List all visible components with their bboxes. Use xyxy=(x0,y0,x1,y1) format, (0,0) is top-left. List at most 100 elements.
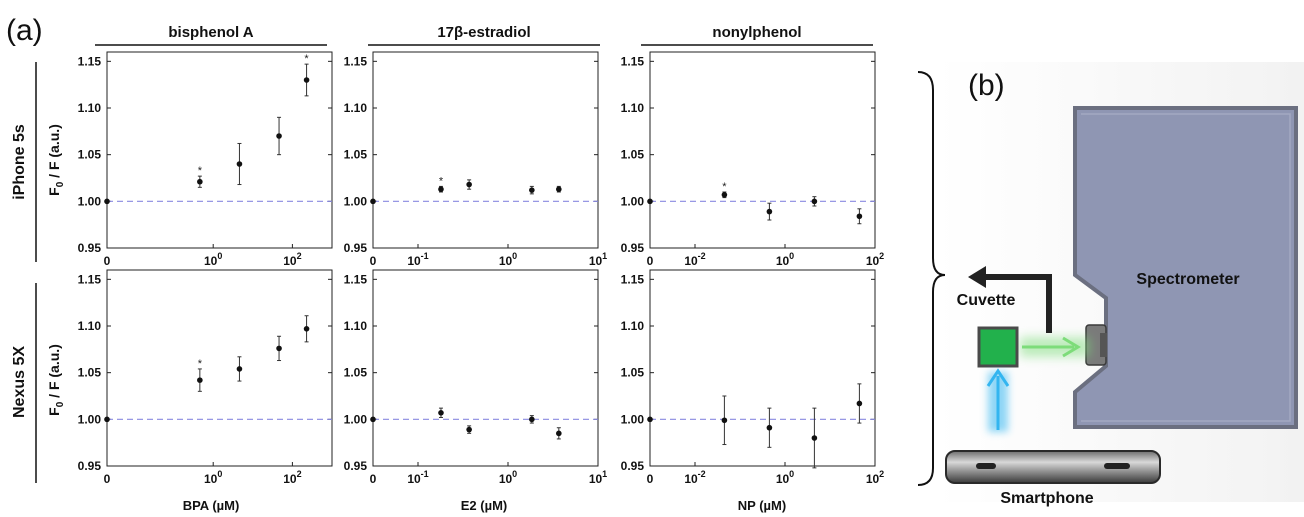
y-tick-label: 0.95 xyxy=(621,459,645,473)
data-point xyxy=(197,178,203,185)
y-axis-label-top: F0 / F (a.u.) xyxy=(46,124,66,196)
y-tick-label: 1.05 xyxy=(621,148,645,162)
y-tick-label: 1.10 xyxy=(78,319,102,333)
x-tick-label: 0 xyxy=(647,254,654,268)
smartphone-button-right xyxy=(1104,463,1130,469)
plot-frame xyxy=(649,269,876,467)
data-point xyxy=(303,77,310,83)
x-tick-label: 102 xyxy=(866,469,884,486)
data-point xyxy=(856,400,863,407)
data-point xyxy=(303,326,310,332)
y-tick-label: 1.15 xyxy=(78,272,102,286)
x-tick-label: 100 xyxy=(776,251,794,268)
x-tick-label: 100 xyxy=(204,469,222,486)
spectrometer-inner-edge xyxy=(1081,113,1291,422)
schematic-b: (b) Spectrometer Cuvette Smartphone xyxy=(917,62,1304,507)
y-tick-label: 1.00 xyxy=(78,194,102,208)
y-tick-label: 0.95 xyxy=(344,459,368,473)
y-tick-label: 1.00 xyxy=(78,412,102,426)
y-label-f: F xyxy=(46,407,62,416)
y-tick-label: 1.00 xyxy=(621,194,645,208)
device-label-iphone: iPhone 5s xyxy=(11,124,28,200)
plot-panel: 0.95 1.00 1.05 1.10 1.15 0 100 102 * xyxy=(78,269,333,486)
spectrometer-port-lens xyxy=(1100,333,1107,357)
x-tick-label: 101 xyxy=(589,469,607,486)
cuvette xyxy=(977,326,1019,368)
x-tick-label: 100 xyxy=(776,469,794,486)
y-tick-label: 1.10 xyxy=(621,319,645,333)
y-tick-label: 1.15 xyxy=(78,54,102,68)
x-axis-label-np: NP (µM) xyxy=(738,498,786,513)
plot-frame xyxy=(106,51,333,249)
x-tick-label: 0 xyxy=(104,254,111,268)
plot-panel: 0.95 1.00 1.05 1.10 1.15 0 10-1 100 101 xyxy=(344,269,607,486)
smartphone xyxy=(945,450,1161,484)
significance-star: * xyxy=(722,181,727,193)
y-label-f: F xyxy=(46,187,62,196)
y-tick-label: 1.00 xyxy=(344,194,368,208)
x-tick-label: 101 xyxy=(589,251,607,268)
x-tick-label: 100 xyxy=(499,251,517,268)
y-tick-label: 1.05 xyxy=(78,148,102,162)
significance-star: * xyxy=(439,175,444,187)
x-tick-label: 0 xyxy=(104,472,111,486)
spectrometer-body xyxy=(1073,106,1298,429)
y-tick-label: 1.15 xyxy=(621,272,645,286)
scatter-panels: 0.951.001.051.101.150 100 102**0.951.001.0… xyxy=(78,51,884,486)
y-tick-label: 0.95 xyxy=(78,241,102,255)
blue-arrowhead xyxy=(986,368,1010,387)
data-point xyxy=(856,213,863,220)
data-point xyxy=(556,430,562,437)
y-tick-label: 1.05 xyxy=(78,366,102,380)
smartphone-label: Smartphone xyxy=(1000,490,1093,507)
data-point xyxy=(370,416,376,423)
data-point xyxy=(438,186,444,192)
compound-title-bpa: bisphenol A xyxy=(168,24,253,41)
spectrometer-label: Spectrometer xyxy=(1136,271,1239,288)
y-tick-label: 1.05 xyxy=(621,366,645,380)
data-point xyxy=(466,426,472,433)
data-point xyxy=(236,366,243,372)
x-axis-label-bpa: BPA (µM) xyxy=(183,498,240,513)
panel-label-b: (b) xyxy=(968,69,1005,102)
cuvette-label: Cuvette xyxy=(957,292,1016,309)
significance-star: * xyxy=(198,165,203,177)
plot-panel: 0.95 1.00 1.05 1.10 1.15 0 100 102 * * xyxy=(78,51,333,268)
device-labels: iPhone 5s Nexus 5X xyxy=(11,62,37,483)
data-point xyxy=(529,416,535,423)
plot-frame xyxy=(649,51,876,249)
svg-text:F0 / F (a.u.): F0 / F (a.u.) xyxy=(46,124,66,196)
data-point xyxy=(766,208,773,215)
x-tick-label: 10-1 xyxy=(407,469,428,486)
panel-bracket xyxy=(917,71,946,486)
y-tick-label: 1.15 xyxy=(621,54,645,68)
y-tick-label: 1.10 xyxy=(621,101,645,115)
y-axis-label-bottom: F0 / F (a.u.) xyxy=(46,344,66,416)
data-point xyxy=(647,198,653,205)
y-tick-label: 0.95 xyxy=(621,241,645,255)
data-point xyxy=(556,186,562,192)
data-point xyxy=(276,133,282,139)
data-point xyxy=(370,198,376,205)
y-label-rest: / F (a.u.) xyxy=(46,124,62,182)
y-label-sub: 0 xyxy=(55,181,66,187)
green-arrowhead xyxy=(1062,336,1081,358)
x-tick-label: 102 xyxy=(283,469,301,486)
plot-frame xyxy=(372,269,599,467)
data-point xyxy=(104,198,110,205)
data-point xyxy=(811,435,818,441)
svg-text:F0 / F (a.u.): F0 / F (a.u.) xyxy=(46,344,66,416)
data-point xyxy=(721,417,728,424)
plot-frame xyxy=(372,51,599,249)
y-tick-label: 1.05 xyxy=(344,366,368,380)
y-tick-label: 0.95 xyxy=(78,459,102,473)
x-tick-label: 0 xyxy=(370,254,377,268)
compound-headers: bisphenol A 17β-estradiol nonylphenol xyxy=(95,24,873,46)
cuvette-arrow xyxy=(984,274,1052,333)
data-point xyxy=(236,161,243,167)
plot-panel: 0.95 1.00 1.05 1.10 1.15 0 10-1 100 101 * xyxy=(344,51,607,268)
cuvette-arrowhead xyxy=(968,266,986,288)
x-axis-label-e2: E2 (µM) xyxy=(461,498,508,513)
plot-panel: 0.95 1.00 1.05 1.10 1.15 0 10-2 100 102 * xyxy=(621,51,884,268)
y-label-rest: / F (a.u.) xyxy=(46,344,62,402)
